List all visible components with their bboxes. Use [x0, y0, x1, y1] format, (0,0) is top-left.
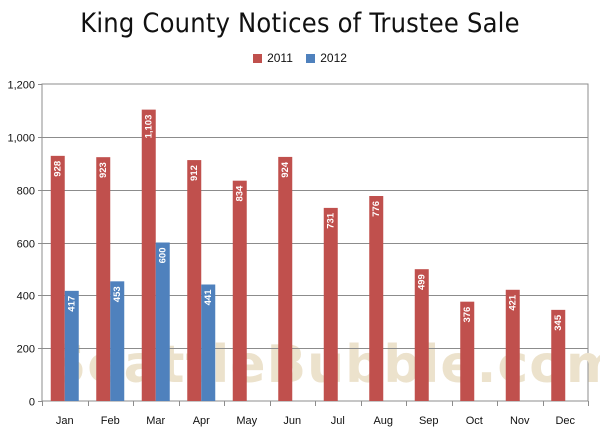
bar-2011 — [551, 309, 566, 401]
legend-label-2012: 2012 — [320, 51, 347, 65]
bar-2011 — [414, 269, 429, 401]
y-tick-label: 1,000 — [7, 133, 35, 145]
bar-2011 — [323, 207, 338, 401]
legend-item-2012: 2012 — [306, 51, 347, 65]
data-label-2011: 1,103 — [143, 115, 154, 139]
x-tick-label: Jun — [283, 415, 301, 427]
x-tick-label: Oct — [466, 415, 483, 427]
x-tick-label: Apr — [193, 415, 210, 427]
bar-2011 — [96, 157, 111, 401]
x-tick-label: Nov — [510, 415, 530, 427]
data-label-2011: 376 — [462, 307, 473, 323]
data-label-2011: 345 — [553, 314, 564, 331]
data-label-2012: 600 — [157, 248, 168, 264]
bar-2012 — [110, 281, 125, 401]
data-label-2011: 731 — [325, 212, 336, 229]
data-label-2012: 453 — [112, 286, 123, 302]
x-tick-label: May — [236, 415, 257, 427]
bar-2011 — [232, 180, 247, 401]
bar-2011 — [50, 155, 65, 401]
bar-2011 — [278, 156, 293, 401]
data-label-2011: 834 — [234, 185, 245, 202]
data-label-2011: 776 — [371, 201, 382, 217]
x-tick-label: Jan — [56, 415, 74, 427]
x-tick-label: Feb — [101, 415, 120, 427]
data-label-2011: 499 — [416, 274, 427, 290]
legend-swatch-2011 — [253, 53, 263, 63]
legend-swatch-2012 — [306, 53, 316, 63]
data-label-2011: 924 — [280, 161, 291, 178]
y-tick-label: 400 — [17, 291, 35, 303]
y-tick-label: 600 — [17, 239, 35, 251]
data-label-2012: 417 — [66, 296, 77, 312]
x-tick-label: Jul — [331, 415, 345, 427]
data-label-2011: 421 — [507, 294, 518, 311]
data-label-2011: 912 — [189, 165, 200, 181]
data-label-2012: 441 — [203, 289, 214, 306]
bar-2011 — [460, 301, 475, 401]
bar-2011 — [187, 160, 202, 401]
y-tick-label: 0 — [29, 397, 35, 409]
bar-2011 — [505, 289, 520, 401]
bar-2012 — [155, 242, 170, 401]
x-tick-label: Aug — [373, 415, 393, 427]
y-tick-label: 1,200 — [7, 80, 35, 92]
bar-2011 — [141, 109, 156, 401]
legend-item-2011: 2011 — [253, 51, 293, 65]
x-tick-label: Sep — [419, 415, 439, 427]
x-tick-label: Mar — [146, 415, 165, 427]
bar-2012 — [64, 290, 79, 401]
legend-label-2011: 2011 — [267, 51, 293, 65]
chart-title: King County Notices of Trustee Sale — [80, 8, 520, 39]
y-tick-label: 800 — [17, 186, 35, 198]
legend: 2011 2012 — [0, 51, 600, 66]
y-tick-label: 200 — [17, 344, 35, 356]
data-label-2011: 923 — [98, 162, 109, 178]
bar-2011 — [369, 196, 384, 401]
data-label-2011: 928 — [52, 161, 63, 177]
x-tick-label: Dec — [555, 415, 575, 427]
bar-2012 — [201, 284, 216, 401]
